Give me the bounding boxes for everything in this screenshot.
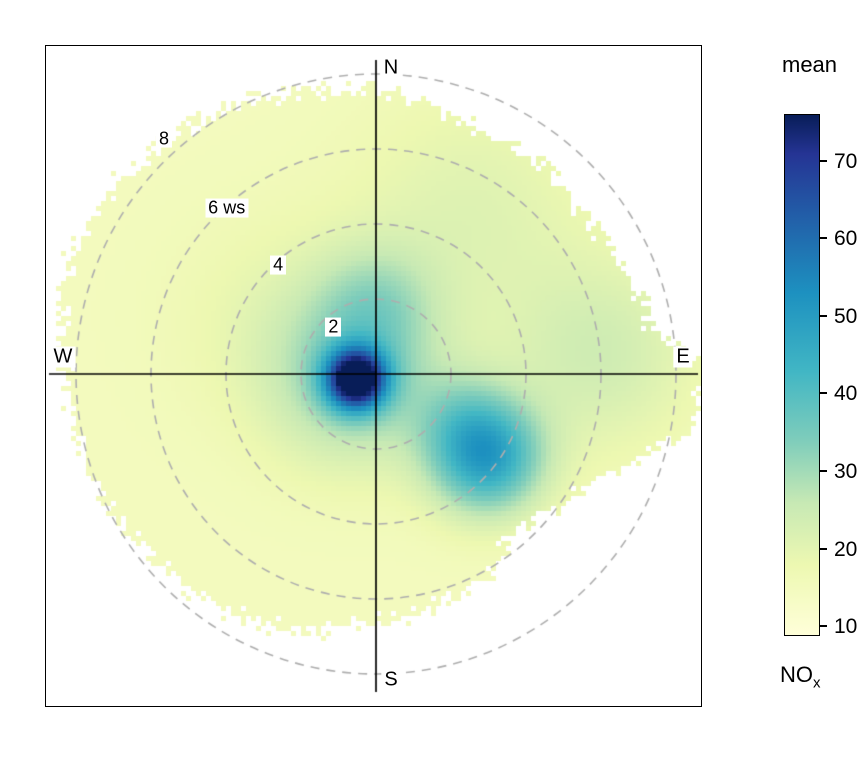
colorbar-tick-label: 40	[834, 382, 858, 406]
compass-label-north: N	[380, 57, 402, 79]
colorbar-tick-label: 30	[834, 460, 858, 483]
ring-label-ws-4: 4	[270, 255, 287, 275]
legend-pollutant-label: NOx	[780, 662, 821, 691]
colorbar-tick-mark	[819, 547, 827, 550]
colorbar-tick-label: 10	[834, 615, 858, 639]
colorbar-tick-label: 20	[834, 537, 858, 561]
colorbar-tick-label: 50	[834, 304, 858, 328]
colorbar-tick-mark	[819, 159, 827, 162]
ring-label-ws-2: 2	[325, 317, 342, 337]
colorbar-tick-mark	[819, 625, 827, 628]
compass-label-south: S	[381, 669, 401, 691]
compass-label-east: E	[673, 346, 693, 368]
colorbar-tick-mark	[819, 314, 827, 317]
polar-heatmap-canvas	[46, 46, 701, 706]
colorbar-tick-mark	[819, 392, 827, 395]
colorbar-tick-area: 10 20 30 40 50 60 70	[784, 114, 864, 639]
pollutant-subscript: x	[813, 674, 821, 692]
compass-label-west: W	[50, 346, 76, 368]
colorbar-tick-mark	[819, 237, 827, 240]
colorbar-tick-label: 60	[834, 227, 858, 251]
colorbar-legend: mean 10 20 30 40 50 60 70 NOx	[780, 44, 864, 744]
colorbar-tick-mark	[819, 470, 827, 472]
plot-area: N E S W 2 4 6 ws 8	[45, 45, 702, 707]
ring-label-ws-8: 8	[155, 129, 172, 148]
colorbar	[784, 114, 820, 636]
legend-title: mean	[782, 52, 838, 77]
ring-label-ws-6: 6 ws	[205, 198, 249, 218]
pollutant-name: NO	[780, 662, 813, 687]
colorbar-tick-label: 70	[834, 149, 858, 173]
